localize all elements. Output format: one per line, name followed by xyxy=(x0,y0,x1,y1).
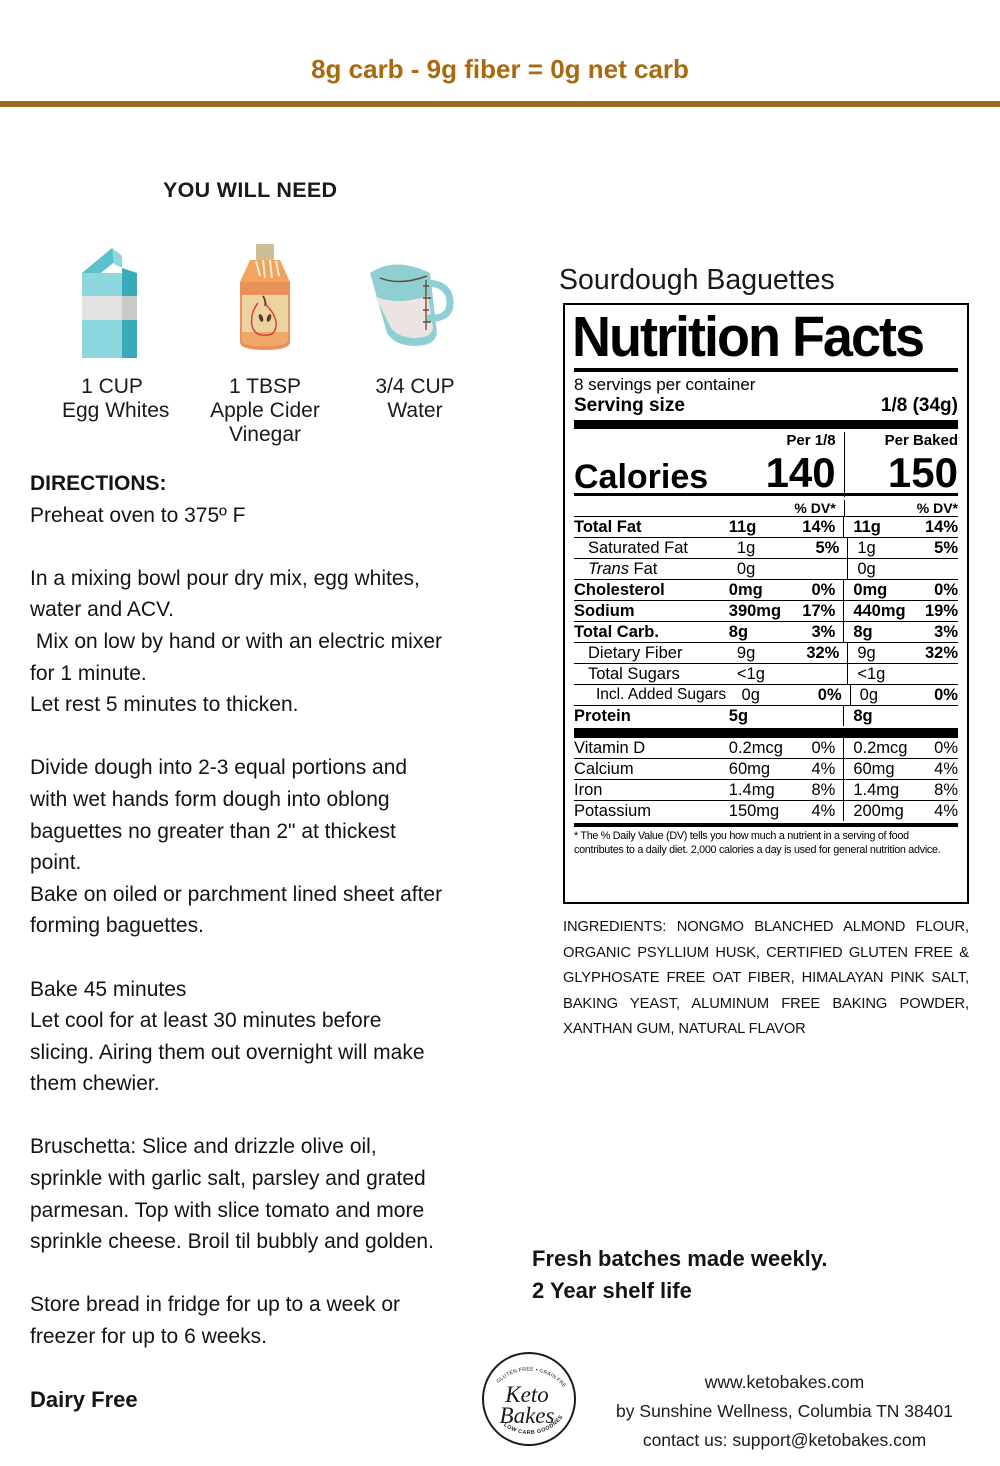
svg-text:Bakes: Bakes xyxy=(500,1403,555,1428)
